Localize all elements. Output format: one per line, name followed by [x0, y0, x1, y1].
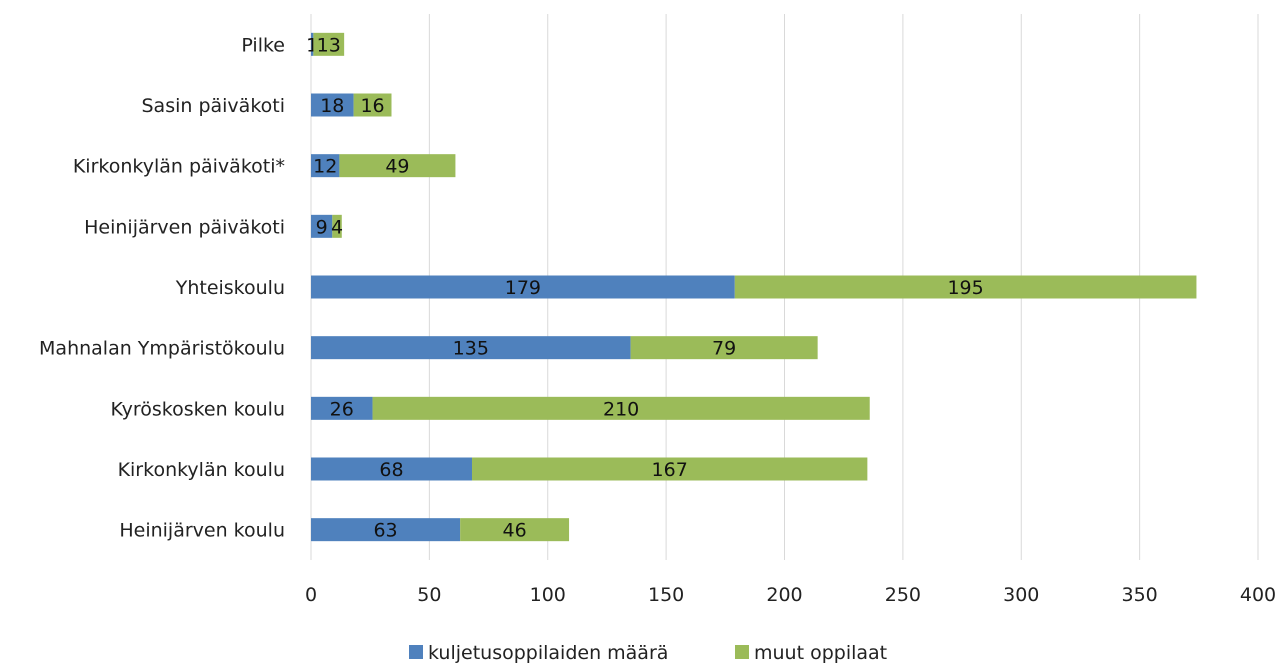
x-tick-label: 50: [417, 584, 441, 606]
x-tick-label: 350: [1121, 584, 1157, 606]
data-label: 26: [330, 398, 354, 420]
data-label: 167: [652, 459, 688, 481]
data-label: 210: [603, 398, 639, 420]
category-label: Sasin päiväkoti: [141, 95, 285, 117]
bar-segment-muut: [630, 336, 818, 360]
data-label: 179: [505, 277, 541, 299]
bar-segment-kuljetus: [311, 457, 472, 481]
data-label: 195: [947, 277, 983, 299]
legend-swatch: [735, 645, 749, 659]
x-tick-label: 0: [305, 584, 317, 606]
x-tick-label: 150: [648, 584, 684, 606]
data-label: 46: [503, 520, 527, 542]
category-label: Kirkonkylän päiväkoti*: [73, 156, 285, 178]
category-label: Heinijärven päiväkoti: [84, 216, 285, 238]
x-tick-label: 250: [885, 584, 921, 606]
data-label: 135: [453, 338, 489, 360]
data-label: 4: [331, 216, 343, 238]
category-label: Kyröskosken koulu: [111, 398, 286, 420]
category-labels: Pilke Sasin päiväkoti Kirkonkylän päiväkot…: [39, 34, 285, 541]
legend-label: muut oppilaat: [754, 642, 887, 664]
bar-segment-muut: [353, 93, 392, 117]
data-label: 18: [320, 95, 344, 117]
bar-segment-muut: [460, 518, 570, 542]
category-label: Kirkonkylän koulu: [118, 459, 285, 481]
data-label: 13: [317, 34, 341, 56]
bar-segment-muut: [332, 214, 342, 238]
data-label: 12: [313, 156, 337, 178]
bar-segment-kuljetus: [311, 32, 314, 56]
category-label: Yhteiskoulu: [175, 277, 285, 299]
bar-segment-muut: [734, 275, 1197, 299]
bar-segment-kuljetus: [311, 93, 354, 117]
x-tick-label: 200: [766, 584, 802, 606]
data-label: 49: [385, 156, 409, 178]
data-label: 63: [373, 520, 397, 542]
bar-segment-kuljetus: [311, 396, 373, 420]
legend-swatch: [409, 645, 423, 659]
category-label: Heinijärven koulu: [119, 520, 285, 542]
data-label: 79: [712, 338, 736, 360]
x-tick-label: 400: [1240, 584, 1276, 606]
category-label: Pilke: [241, 34, 285, 56]
category-label: Mahnalan Ympäristökoulu: [39, 338, 285, 360]
bar-segment-muut: [339, 154, 456, 178]
data-label: 9: [316, 216, 328, 238]
data-label: 16: [360, 95, 384, 117]
bar-segment-kuljetus: [311, 214, 333, 238]
bar-segment-muut: [471, 457, 868, 481]
legend: kuljetusoppilaiden määrä muut oppilaat: [409, 642, 887, 664]
data-label: 68: [379, 459, 403, 481]
bar-segment-muut: [372, 396, 870, 420]
x-axis-tick-labels: 0 50 100 150 200 250 300 350 400: [305, 584, 1276, 606]
legend-label: kuljetusoppilaiden määrä: [428, 642, 668, 664]
x-tick-label: 300: [1003, 584, 1039, 606]
bar-segment-kuljetus: [311, 336, 631, 360]
bar-segment-kuljetus: [311, 154, 340, 178]
bar-segment-kuljetus: [311, 275, 735, 299]
bar-segment-kuljetus: [311, 518, 461, 542]
bar-segment-muut: [313, 32, 345, 56]
x-tick-label: 100: [530, 584, 566, 606]
